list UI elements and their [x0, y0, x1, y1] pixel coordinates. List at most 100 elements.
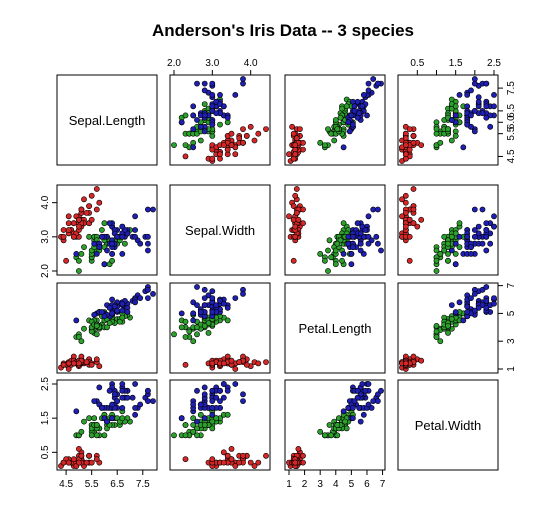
data-point: [76, 334, 82, 340]
tick-label: 4.5: [506, 149, 517, 163]
data-point: [73, 317, 80, 324]
data-point: [106, 387, 113, 394]
data-point: [433, 328, 440, 335]
data-point: [445, 257, 451, 264]
data-point: [471, 108, 478, 114]
data-point: [76, 445, 82, 452]
data-point: [217, 398, 223, 404]
data-point: [240, 452, 246, 459]
data-point: [418, 357, 425, 364]
data-point: [349, 233, 356, 240]
data-point: [224, 317, 231, 324]
data-point: [448, 316, 455, 322]
data-point: [81, 418, 87, 425]
variable-label: Petal.Width: [415, 418, 481, 433]
data-point: [433, 130, 440, 137]
data-point: [349, 404, 356, 411]
data-point: [479, 110, 486, 117]
data-point: [201, 286, 208, 293]
data-point: [483, 304, 490, 311]
data-point: [402, 142, 409, 148]
data-point: [418, 142, 425, 148]
data-point: [402, 360, 409, 367]
data-point: [232, 151, 239, 158]
data-point: [359, 103, 366, 110]
data-point: [209, 146, 216, 153]
data-point: [300, 452, 306, 459]
data-point: [325, 268, 331, 274]
data-point: [65, 459, 72, 466]
data-point: [483, 80, 490, 87]
data-point: [410, 206, 417, 213]
data-point: [334, 422, 341, 428]
data-point: [88, 216, 95, 223]
data-point: [186, 328, 193, 335]
data-point: [345, 119, 352, 126]
data-point: [340, 144, 347, 151]
data-point: [137, 295, 144, 301]
data-point: [448, 233, 455, 240]
data-point: [144, 247, 151, 254]
data-point: [213, 302, 220, 308]
data-point: [137, 240, 144, 247]
data-point: [346, 128, 353, 135]
data-point: [456, 233, 463, 240]
data-point: [354, 114, 361, 121]
data-point: [194, 284, 200, 290]
data-point: [483, 233, 490, 240]
data-point: [197, 309, 204, 315]
data-point: [365, 213, 372, 220]
data-point: [178, 324, 185, 331]
data-point: [460, 317, 467, 324]
data-point: [65, 360, 72, 367]
data-point: [119, 223, 126, 230]
data-point: [456, 244, 463, 250]
data-point: [263, 126, 269, 133]
data-point: [483, 114, 490, 121]
data-point: [220, 360, 227, 367]
data-point: [209, 80, 216, 87]
data-point: [349, 244, 356, 250]
data-point: [201, 415, 208, 422]
data-point: [144, 295, 151, 301]
data-point: [205, 292, 212, 299]
data-point: [471, 206, 478, 213]
data-point: [213, 415, 220, 422]
data-point: [243, 132, 250, 139]
data-point: [209, 418, 216, 425]
data-point: [93, 250, 100, 257]
data-point: [93, 356, 100, 363]
data-point: [228, 142, 235, 148]
data-point: [236, 359, 243, 365]
panel-frame: [397, 184, 499, 276]
tick-label: 1.5: [449, 58, 463, 69]
data-point: [209, 387, 216, 394]
data-point: [402, 151, 409, 158]
data-point: [378, 387, 384, 394]
data-point: [150, 290, 156, 297]
data-point: [292, 233, 299, 240]
data-point: [292, 142, 299, 148]
data-point: [365, 401, 372, 408]
data-point: [370, 206, 377, 213]
data-point: [119, 300, 126, 307]
data-point: [60, 227, 67, 233]
data-point: [445, 329, 451, 336]
data-point: [119, 307, 126, 314]
data-point: [410, 220, 417, 227]
data-point: [93, 456, 100, 463]
data-point: [326, 237, 333, 244]
tick-label: 3.0: [40, 229, 51, 243]
tick-label: 4.5: [59, 479, 73, 490]
data-point: [182, 361, 189, 368]
data-point: [332, 261, 339, 268]
data-point: [201, 112, 208, 119]
data-point: [437, 338, 444, 345]
data-point: [402, 223, 409, 230]
data-point: [483, 284, 490, 290]
panel-frame: [397, 379, 499, 471]
data-point: [209, 309, 216, 315]
data-point: [464, 233, 471, 240]
data-point: [65, 227, 72, 233]
